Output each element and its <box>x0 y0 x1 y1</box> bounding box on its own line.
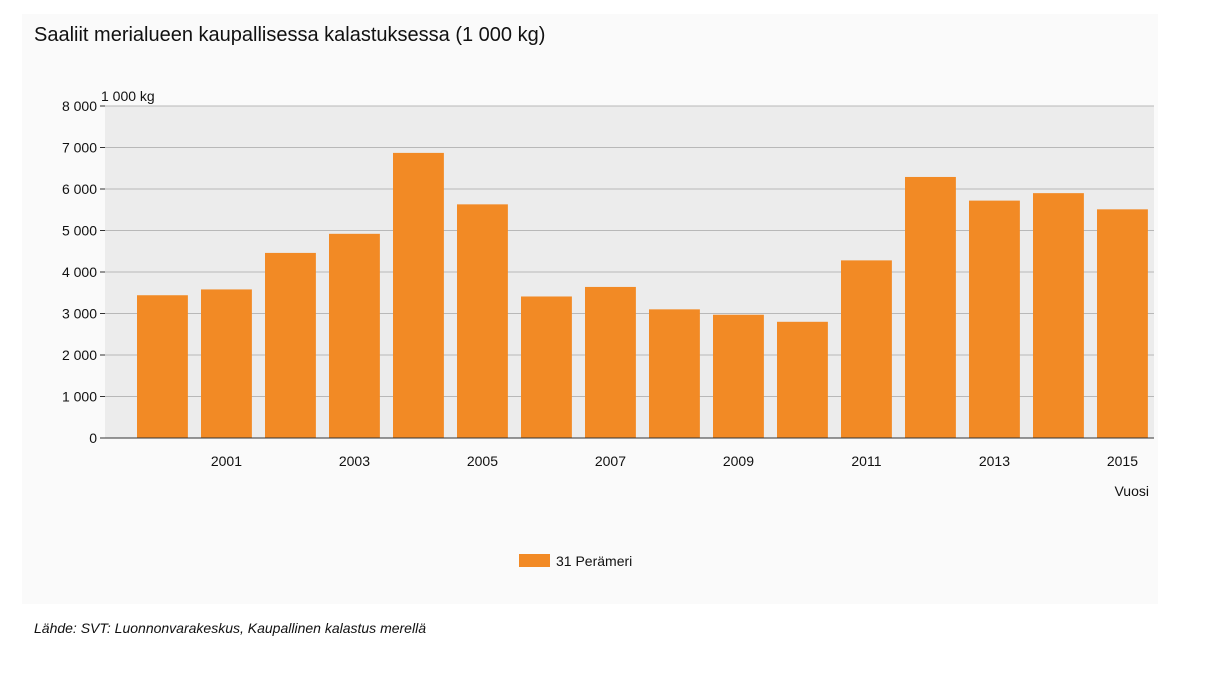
x-tick-label: 2011 <box>851 453 881 469</box>
y-tick-label: 8 000 <box>62 98 97 114</box>
source-note: Lähde: SVT: Luonnonvarakeskus, Kaupallin… <box>34 620 426 636</box>
x-axis-ticks: 2001 2003 2005 2007 2009 2011 2013 2015 <box>211 453 1138 469</box>
x-tick-label: 2015 <box>1107 453 1138 469</box>
x-tick-label: 2001 <box>211 453 242 469</box>
bar-2005 <box>457 204 508 438</box>
x-tick-label: 2003 <box>339 453 370 469</box>
bar-2004 <box>393 152 444 438</box>
bar-2000 <box>137 295 188 438</box>
chart-title: Saaliit merialueen kaupallisessa kalastu… <box>34 24 546 46</box>
x-tick-label: 2013 <box>979 453 1010 469</box>
bar-2011 <box>841 260 892 438</box>
legend-swatch <box>519 554 550 567</box>
y-tick-label: 1 000 <box>62 389 97 405</box>
legend-label: 31 Perämeri <box>556 553 632 569</box>
bar-2008 <box>649 309 700 438</box>
y-tick-label: 5 000 <box>62 223 97 239</box>
bar-2007 <box>585 286 636 438</box>
bars <box>137 152 1148 438</box>
bar-2014 <box>1033 193 1084 438</box>
bar-2013 <box>969 200 1020 438</box>
bar-2012 <box>905 176 956 438</box>
bar-2010 <box>777 321 828 438</box>
bar-2001 <box>201 289 252 438</box>
y-axis-ticks: 0 1 000 2 000 3 000 4 000 5 000 6 000 7 000 8 00… <box>62 98 105 446</box>
bar-2015 <box>1097 209 1148 438</box>
y-tick-label: 2 000 <box>62 347 97 363</box>
y-tick-label: 6 000 <box>62 181 97 197</box>
bar-2009 <box>713 314 764 438</box>
y-tick-label: 7 000 <box>62 140 97 156</box>
bar-2002 <box>265 252 316 438</box>
x-tick-label: 2007 <box>595 453 626 469</box>
y-tick-label: 3 000 <box>62 306 97 322</box>
legend: 31 Perämeri <box>519 553 632 569</box>
bar-2003 <box>329 233 380 438</box>
y-tick-label: 4 000 <box>62 264 97 280</box>
x-tick-label: 2005 <box>467 453 498 469</box>
y-tick-label: 0 <box>89 430 97 446</box>
y-axis-label: 1 000 kg <box>101 88 155 104</box>
x-tick-label: 2009 <box>723 453 754 469</box>
bar-2006 <box>521 296 572 438</box>
x-axis-label: Vuosi <box>1114 483 1149 499</box>
